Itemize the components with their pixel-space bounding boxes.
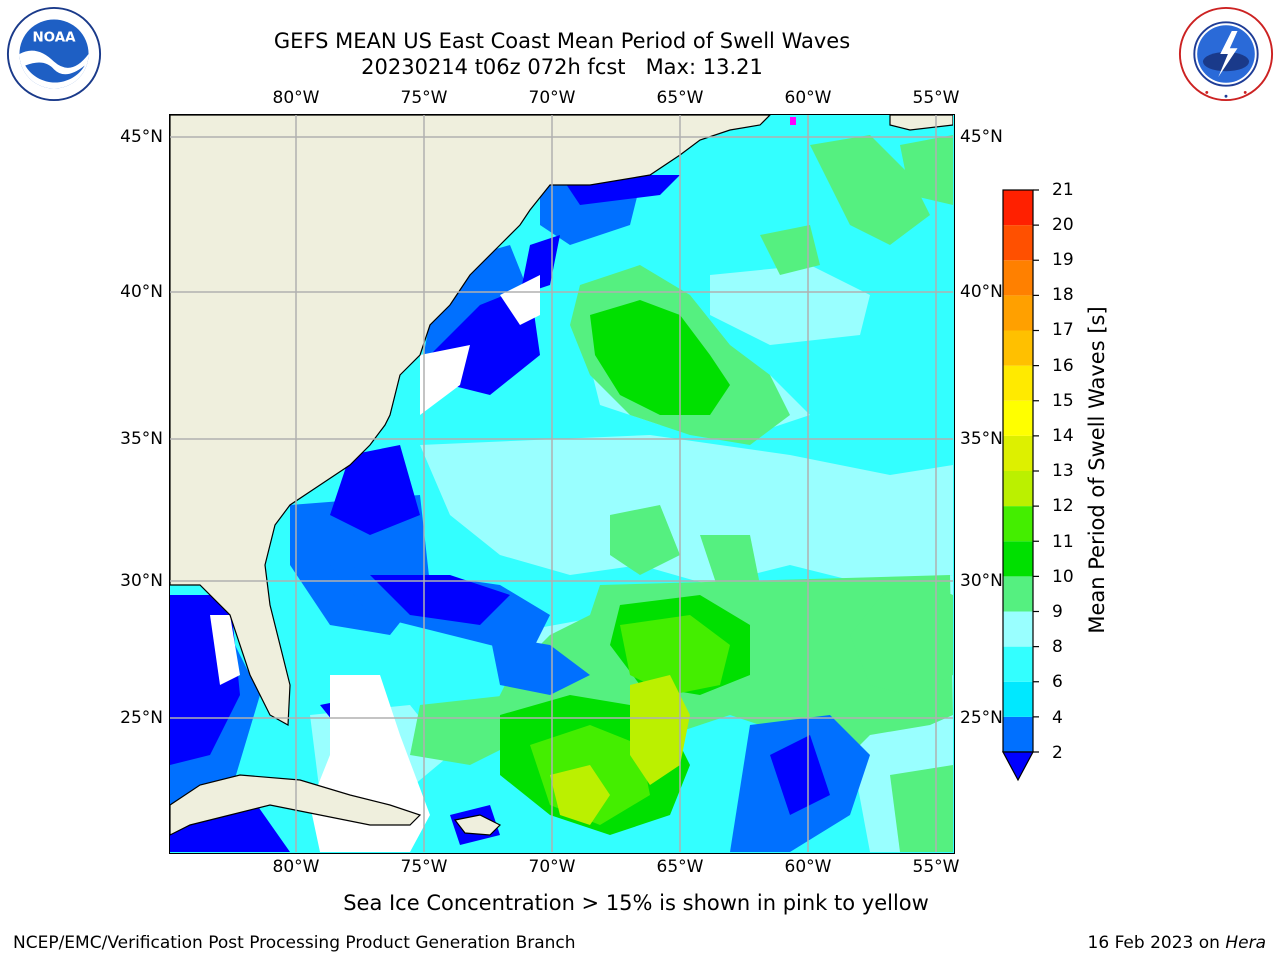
colorbar-tick-label: 2 — [1052, 743, 1063, 763]
footer-date: 16 Feb 2023 on Hera — [1088, 933, 1266, 953]
lon-label-top: 60°W — [784, 88, 832, 108]
lon-label-bottom: 60°W — [784, 857, 832, 877]
lon-label-top: 75°W — [400, 88, 448, 108]
land-hispaniola — [453, 814, 502, 836]
colorbar-segment — [1003, 365, 1033, 401]
graticule — [170, 115, 953, 852]
colorbar-segment — [1003, 295, 1033, 331]
colorbar-label: Mean Period of Swell Waves [s] — [1085, 306, 1109, 634]
lon-label-top: 80°W — [272, 88, 320, 108]
lon-label-bottom: 55°W — [912, 857, 960, 877]
colorbar-tick-label: 12 — [1052, 496, 1074, 516]
colorbar-segment — [1003, 190, 1033, 226]
colorbar-segment — [1003, 681, 1033, 717]
lat-label-right: 30°N — [960, 571, 1003, 591]
footer-date-text: 16 Feb 2023 on — [1087, 933, 1226, 953]
colorbar-segment — [1003, 646, 1033, 682]
land — [170, 115, 954, 836]
colorbar-tick-label: 20 — [1052, 215, 1074, 235]
nws-logo-icon — [1178, 6, 1274, 102]
chart-subtitle: 20230214 t06z 072h fcst Max: 13.21 — [361, 55, 763, 79]
colorbar-tick-label: 9 — [1052, 602, 1063, 622]
lat-label-right: 45°N — [960, 127, 1003, 147]
lon-label-top: 70°W — [528, 88, 576, 108]
lat-label-right: 40°N — [960, 282, 1003, 302]
colorbar-tick-label: 16 — [1052, 356, 1074, 376]
colorbar-tick-label: 14 — [1052, 426, 1074, 446]
lon-label-bottom: 70°W — [528, 857, 576, 877]
colorbar-segment — [1003, 400, 1033, 436]
colorbar-segment — [1003, 260, 1033, 296]
noaa-logo-text: NOAA — [32, 31, 76, 46]
colorbar-under-arrow — [1001, 751, 1035, 782]
map-canvas — [170, 115, 954, 852]
lat-label-left: 30°N — [120, 571, 163, 591]
lat-label-left: 40°N — [120, 282, 163, 302]
lat-label-right: 25°N — [960, 708, 1003, 728]
colorbar-segment — [1003, 471, 1033, 507]
lon-label-top: 65°W — [656, 88, 704, 108]
footer-machine: Hera — [1225, 933, 1266, 953]
colorbar-segment — [1003, 716, 1033, 752]
colorbar-tick-label: 17 — [1052, 320, 1074, 340]
footer-credit: NCEP/EMC/Verification Post Processing Pr… — [13, 933, 576, 953]
lat-label-left: 45°N — [120, 127, 163, 147]
colorbar-segment — [1003, 611, 1033, 647]
field-12-13s — [550, 675, 690, 825]
noaa-logo-icon: NOAA — [6, 6, 102, 102]
colorbar-segment — [1003, 435, 1033, 471]
colorbar-tick-label: 4 — [1052, 708, 1063, 728]
chart-title: GEFS MEAN US East Coast Mean Period of S… — [273, 29, 851, 53]
land-cuba — [170, 774, 422, 836]
sea-ice-note: Sea Ice Concentration > 15% is shown in … — [343, 891, 929, 915]
colorbar-segment — [1003, 541, 1033, 577]
colorbar-segment — [1003, 330, 1033, 366]
colorbar-tick-label: 8 — [1052, 637, 1063, 657]
colorbar-segment — [1003, 506, 1033, 542]
colorbar-tick-marks — [1033, 189, 1039, 753]
lon-label-bottom: 80°W — [272, 857, 320, 877]
colorbar-tick-label: 10 — [1052, 567, 1074, 587]
colorbar-segment — [1003, 225, 1033, 261]
lon-label-bottom: 65°W — [656, 857, 704, 877]
colorbar-tick-label: 21 — [1052, 180, 1074, 200]
colorbar-tick-label: 6 — [1052, 672, 1063, 692]
lon-label-top: 55°W — [912, 88, 960, 108]
colorbar-tick-label: 11 — [1052, 532, 1074, 552]
lat-label-left: 35°N — [120, 429, 163, 449]
colorbar-segments — [1002, 189, 1034, 753]
colorbar — [1001, 189, 1039, 782]
lat-label-left: 25°N — [120, 708, 163, 728]
lon-label-bottom: 75°W — [400, 857, 448, 877]
colorbar-tick-label: 19 — [1052, 250, 1074, 270]
swell-period-map — [169, 114, 955, 854]
colorbar-tick-label: 18 — [1052, 285, 1074, 305]
land-us-coast — [170, 115, 771, 726]
colorbar-tick-label: 13 — [1052, 461, 1074, 481]
sea-ice-marker — [790, 117, 796, 125]
land-nova-scotia — [889, 115, 954, 131]
colorbar-segment — [1003, 576, 1033, 612]
lat-label-right: 35°N — [960, 429, 1003, 449]
colorbar-tick-label: 15 — [1052, 391, 1074, 411]
